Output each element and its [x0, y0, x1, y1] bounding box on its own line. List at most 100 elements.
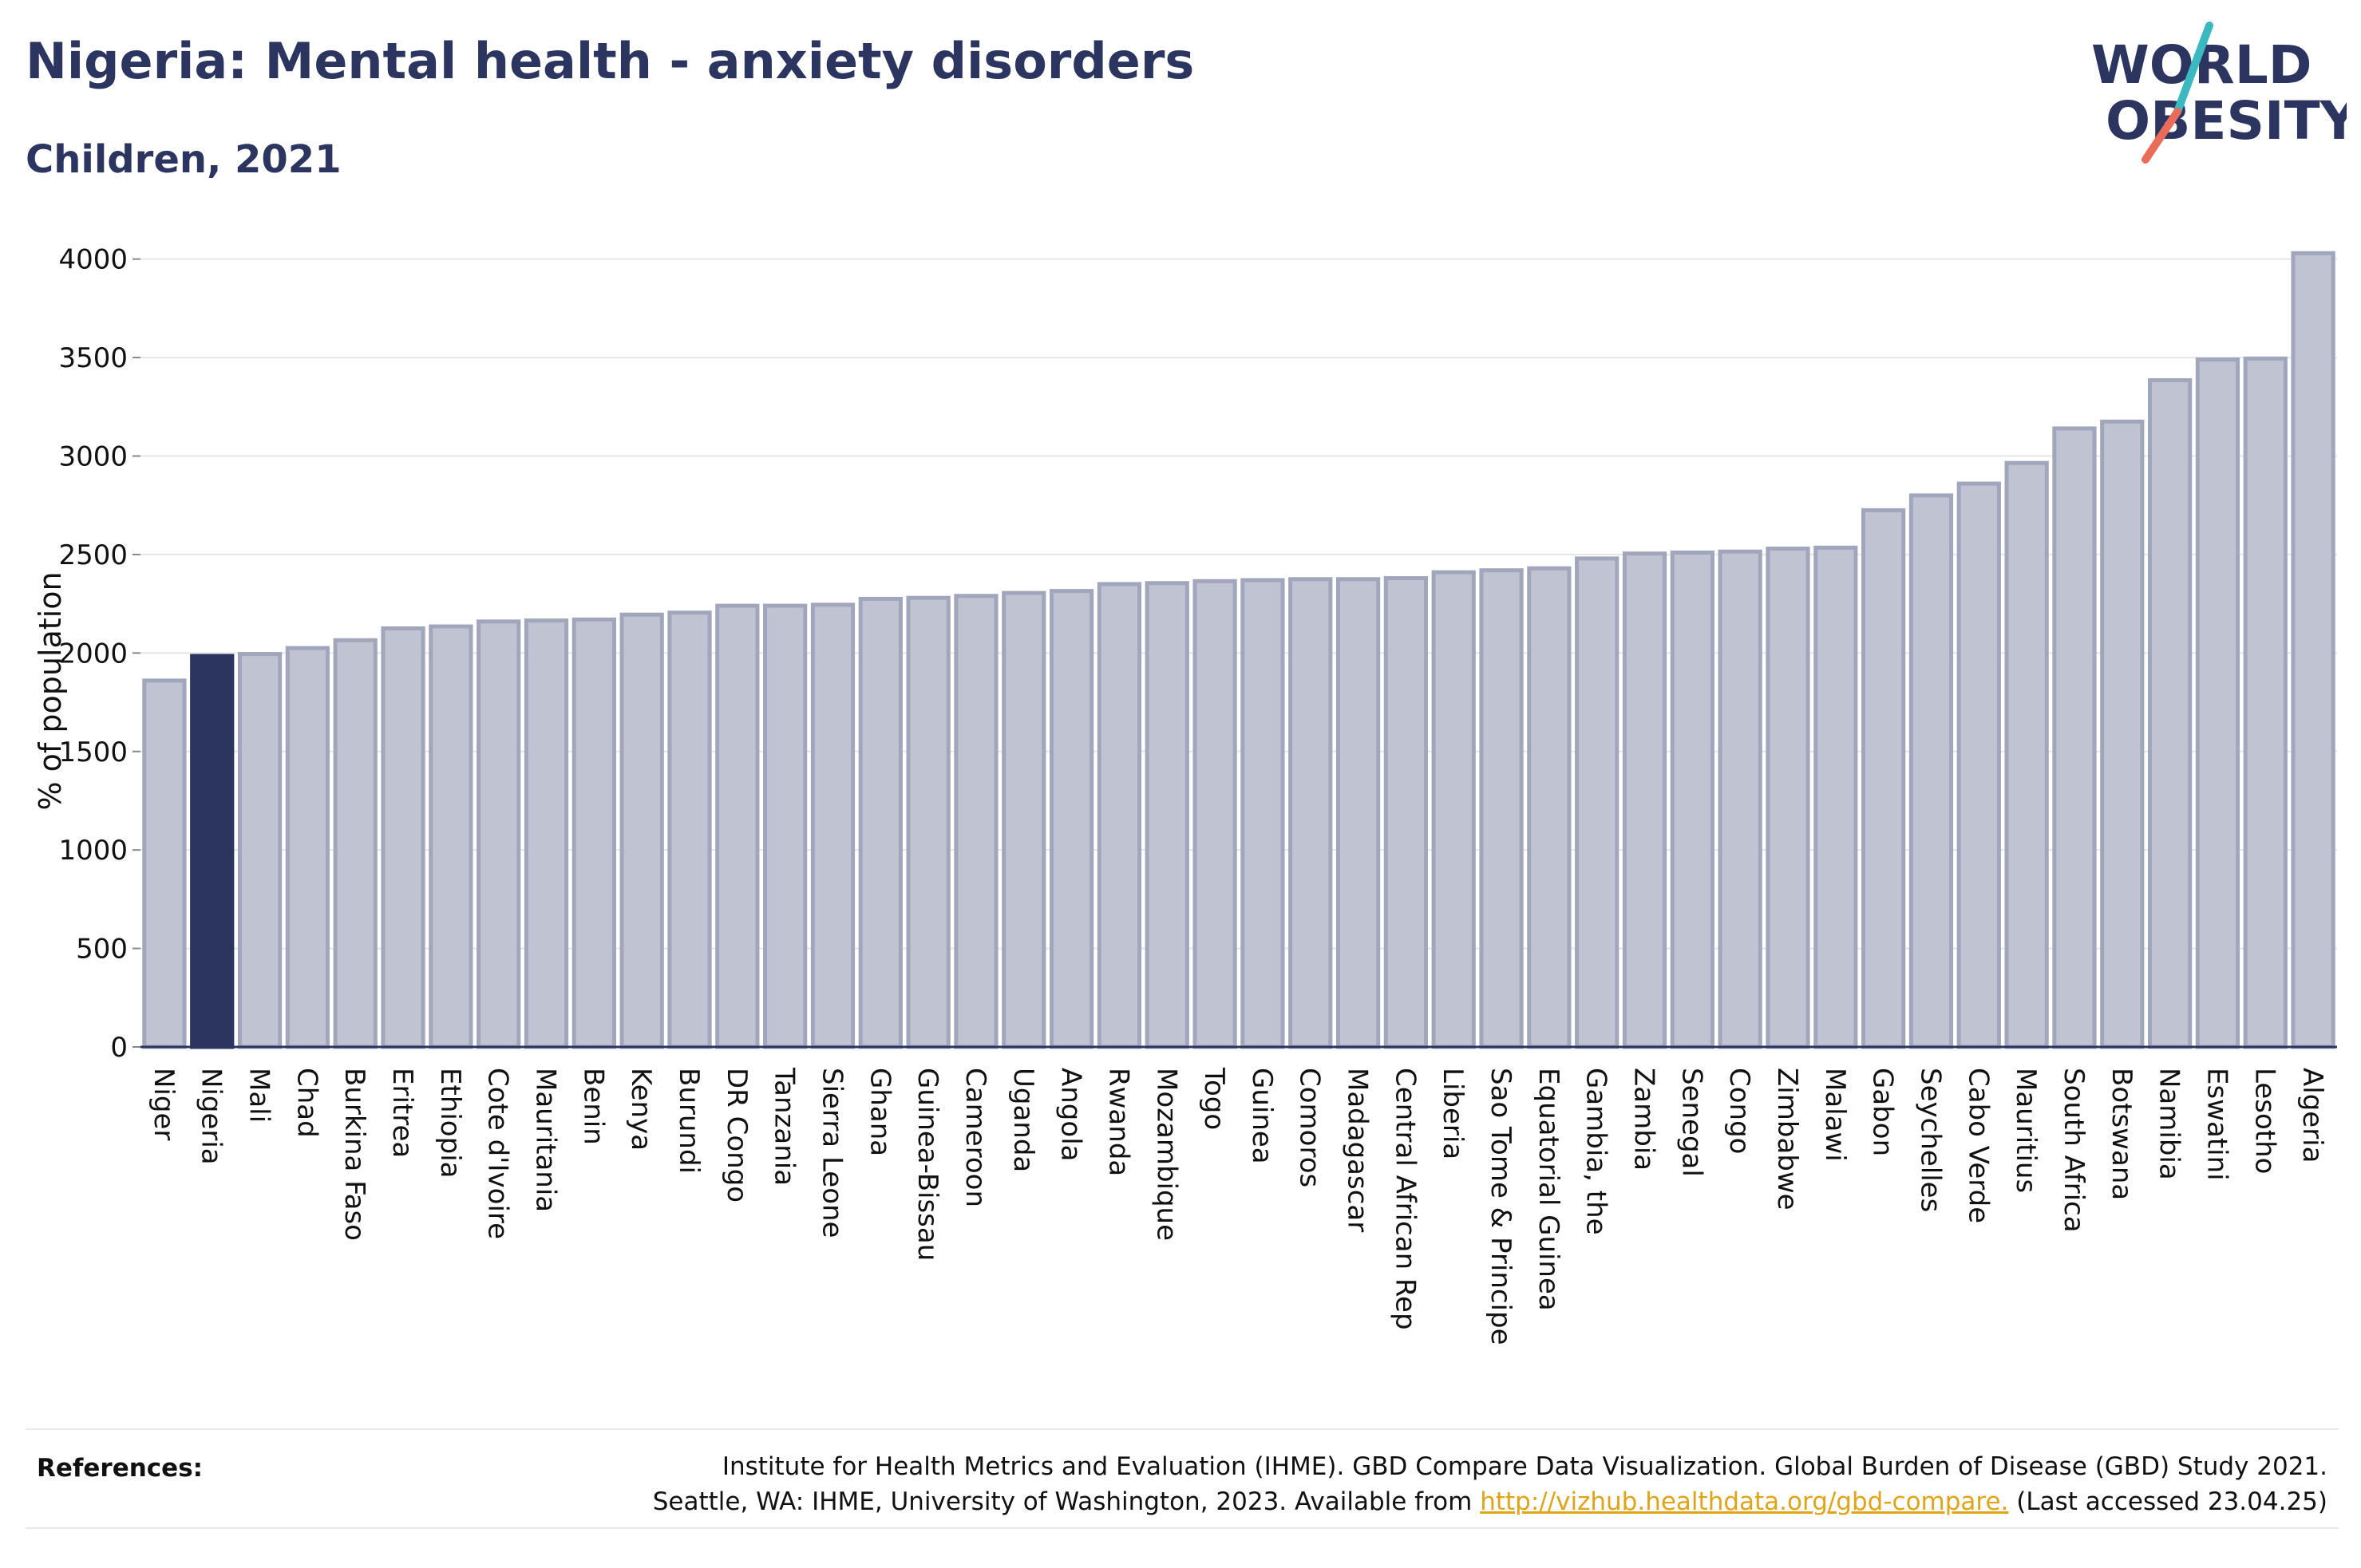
bar-10 — [619, 612, 664, 1049]
x-tick-label-42: Namibia — [2153, 1068, 2185, 1180]
y-tick-label-1500: 1500 — [58, 737, 128, 768]
y-tick-label-0: 0 — [110, 1032, 128, 1064]
logo-text-obesity: OBESITY — [2106, 90, 2347, 152]
bar-41 — [2100, 419, 2145, 1049]
x-tick-label-28: Sao Tome & Principe — [1485, 1068, 1517, 1345]
bar-24 — [1288, 577, 1333, 1049]
references-line-2-suffix: (Last accessed 23.04.25) — [2016, 1487, 2327, 1516]
y-tick-label-2500: 2500 — [58, 539, 128, 571]
bar-6 — [429, 624, 473, 1049]
x-tick-label-29: Equatorial Guinea — [1532, 1068, 1564, 1311]
bar-29 — [1527, 566, 1572, 1049]
references-line-1: Institute for Health Metrics and Evaluat… — [722, 1452, 2327, 1481]
x-tick-label-17: Cameroon — [959, 1068, 991, 1207]
x-tick-label-19: Angola — [1055, 1068, 1087, 1161]
x-tick-label-12: DR Congo — [721, 1068, 753, 1203]
x-tick-label-34: Zimbabwe — [1771, 1068, 1803, 1211]
references-line-2: Seattle, WA: IHME, University of Washing… — [653, 1484, 2327, 1519]
x-tick-label-39: Mauritius — [2010, 1068, 2042, 1193]
bar-7 — [477, 619, 521, 1049]
bar-21 — [1145, 581, 1189, 1049]
y-tick-label-3000: 3000 — [58, 441, 128, 473]
chart-title: Nigeria: Mental health - anxiety disorde… — [26, 32, 1195, 90]
x-tick-label-10: Kenya — [625, 1068, 657, 1151]
bar-37 — [1908, 493, 1954, 1049]
y-tick-label-1000: 1000 — [58, 835, 128, 867]
bar-45 — [2291, 251, 2335, 1049]
bar-chart: 0 500 1000 1500 2000 2500 3000 3500 4000 % of pop… — [33, 244, 2337, 1345]
bar-19 — [1049, 589, 1094, 1049]
x-tick-label-26: Central African Rep — [1389, 1068, 1421, 1330]
bar-44 — [2243, 356, 2288, 1049]
y-tick-label-4000: 4000 — [58, 244, 128, 276]
bar-15 — [858, 596, 903, 1049]
chart-subtitle: Children, 2021 — [26, 137, 342, 182]
x-tick-label-30: Gambia, the — [1580, 1068, 1612, 1235]
bar-30 — [1575, 556, 1619, 1049]
bar-26 — [1383, 576, 1429, 1049]
bar-9 — [571, 617, 616, 1049]
x-tick-label-32: Senegal — [1675, 1068, 1707, 1177]
bar-11 — [667, 610, 712, 1049]
x-tick-label-20: Rwanda — [1102, 1068, 1134, 1176]
x-tick-label-23: Guinea — [1246, 1068, 1278, 1164]
y-tick-label-3500: 3500 — [58, 342, 128, 374]
x-tick-label-7: Cote d'Ivoire — [482, 1068, 514, 1239]
x-tick-label-8: Mauritania — [530, 1068, 562, 1212]
bar-36 — [1861, 508, 1906, 1049]
x-tick-label-3: Chad — [291, 1068, 322, 1138]
bar-5 — [381, 626, 425, 1049]
bar-25 — [1335, 577, 1381, 1049]
x-tick-label-36: Gabon — [1867, 1068, 1899, 1156]
bar-4 — [333, 638, 378, 1049]
x-tick-label-13: Tanzania — [769, 1067, 801, 1186]
x-tick-label-9: Benin — [577, 1068, 609, 1145]
x-tick-label-6: Ethiopia — [434, 1068, 466, 1178]
x-tick-label-31: Zambia — [1628, 1068, 1660, 1171]
x-tick-label-40: South Africa — [2058, 1068, 2090, 1233]
references-link[interactable]: http://vizhub.healthdata.org/gbd-compare… — [1480, 1487, 2009, 1516]
bar-1 — [190, 654, 235, 1049]
logo-slash-bottom — [2142, 108, 2181, 164]
x-tick-label-14: Sierra Leone — [816, 1068, 848, 1238]
bar-35 — [1813, 545, 1858, 1049]
x-tick-label-45: Algeria — [2296, 1068, 2328, 1163]
logo-slash-top — [2173, 22, 2213, 116]
bar-0 — [142, 678, 187, 1049]
bar-39 — [2004, 460, 2049, 1049]
x-tick-label-16: Guinea-Bissau — [912, 1068, 943, 1261]
bar-43 — [2195, 357, 2240, 1049]
bar-2 — [237, 652, 283, 1049]
bar-12 — [715, 603, 760, 1049]
x-tick-label-27: Liberia — [1437, 1068, 1469, 1159]
bar-8 — [524, 618, 569, 1049]
bar-3 — [285, 646, 330, 1049]
x-tick-label-15: Ghana — [864, 1068, 896, 1156]
bar-22 — [1192, 579, 1237, 1049]
bar-18 — [1002, 590, 1046, 1049]
bar-40 — [2052, 426, 2097, 1049]
bar-17 — [954, 594, 999, 1049]
bar-28 — [1479, 568, 1524, 1049]
bar-20 — [1097, 582, 1142, 1049]
bar-14 — [810, 602, 856, 1049]
bar-27 — [1431, 570, 1476, 1049]
x-tick-label-11: Burundi — [673, 1068, 705, 1174]
y-tick-label-500: 500 — [76, 934, 128, 966]
bar-38 — [1956, 481, 2001, 1049]
world-obesity-logo: WORLD OBESITY — [2091, 22, 2347, 164]
x-tick-label-43: Eswatini — [2201, 1068, 2232, 1181]
bar-42 — [2147, 377, 2193, 1049]
bar-13 — [763, 603, 808, 1049]
x-tick-label-25: Madagascar — [1342, 1068, 1374, 1232]
x-tick-label-0: Niger — [148, 1068, 180, 1140]
x-tick-label-1: Nigeria — [196, 1068, 227, 1165]
y-axis-label: % of population — [33, 571, 68, 810]
x-tick-label-4: Burkina Faso — [338, 1068, 370, 1241]
x-tick-label-22: Togo — [1198, 1067, 1230, 1130]
bar-34 — [1766, 547, 1810, 1049]
bar-32 — [1670, 550, 1714, 1049]
bar-33 — [1718, 549, 1762, 1049]
x-tick-label-35: Malawi — [1819, 1068, 1851, 1162]
x-tick-label-38: Cabo Verde — [1962, 1068, 1994, 1223]
